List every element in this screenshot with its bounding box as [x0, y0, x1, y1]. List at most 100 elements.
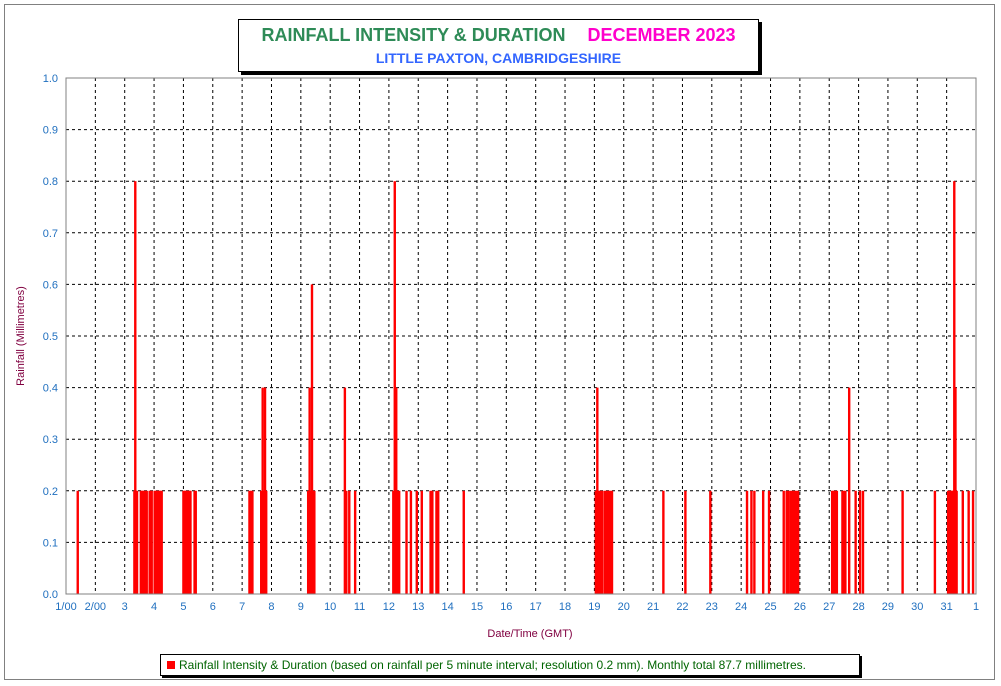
x-tick-label: 3 [122, 601, 128, 613]
rain-bar [345, 490, 348, 594]
rain-bar [435, 490, 438, 594]
x-tick-label: 4 [151, 601, 157, 613]
x-tick-label: 13 [412, 601, 424, 613]
y-tick-label: 0.6 [43, 279, 58, 291]
y-tick-label: 1.0 [43, 73, 58, 85]
rain-bar [662, 490, 665, 594]
plot-border [65, 77, 977, 595]
rain-bar [405, 490, 408, 594]
rain-bar [429, 490, 432, 594]
rain-bar [789, 490, 793, 594]
y-tick-label: 0.8 [43, 176, 58, 188]
rain-bar [194, 490, 197, 594]
rain-bar [782, 490, 785, 594]
rain-bar [395, 387, 398, 594]
x-tick-label: 6 [210, 601, 216, 613]
rain-bar [603, 490, 606, 594]
x-tick-label: 8 [268, 601, 274, 613]
x-tick-label: 30 [911, 601, 923, 613]
rain-bar [841, 490, 844, 594]
rain-bar [753, 490, 756, 594]
rain-bar [796, 490, 800, 594]
rain-bar [260, 490, 263, 594]
x-tick-label: 2/00 [85, 601, 106, 613]
y-axis-title: Rainfall (Millimetres) [15, 286, 27, 386]
rain-bar [600, 490, 604, 594]
rain-bar [251, 490, 254, 594]
rain-bar [854, 490, 857, 594]
x-tick-label: 25 [764, 601, 776, 613]
x-axis-title: Date/Time (GMT) [487, 628, 572, 640]
x-tick-label: 29 [882, 601, 894, 613]
title-line: RAINFALL INTENSITY & DURATION DECEMBER 20… [239, 25, 758, 46]
rain-bar [135, 490, 139, 594]
rain-bar [847, 387, 851, 594]
rain-bar [249, 490, 253, 594]
chart-month: DECEMBER 2023 [587, 25, 736, 45]
rain-bar [150, 490, 153, 594]
rain-bar [787, 490, 790, 594]
rain-bar [604, 490, 608, 594]
x-tick-label: 11 [354, 601, 365, 613]
rain-bar [745, 490, 749, 594]
rain-bar [767, 490, 771, 594]
rain-bar [265, 490, 268, 594]
rain-bar [160, 490, 163, 594]
rain-bar [795, 490, 798, 594]
rain-bar [606, 490, 609, 594]
x-tick-label: 14 [441, 601, 453, 613]
rain-bar [415, 490, 418, 594]
x-tick-label: 5 [180, 601, 186, 613]
rain-bar [397, 490, 401, 594]
x-tick-label: 15 [471, 601, 483, 613]
rain-bar [420, 490, 423, 594]
rain-bar [967, 490, 970, 594]
x-tick-label: 16 [500, 601, 512, 613]
rain-bar [761, 490, 765, 594]
x-tick-label: 18 [559, 601, 571, 613]
x-tick-label: 1/00 [55, 601, 76, 613]
rain-bar [901, 490, 904, 594]
rain-bar [953, 181, 956, 594]
x-tick-label: 23 [706, 601, 718, 613]
rain-bar [189, 490, 192, 594]
x-axis-ticks: 1/00 2/00 3 4 5 6 7 8 9 10 11 12 13 14 15 16 17 18 19 20 21 2… [55, 601, 979, 613]
rain-bar [609, 490, 612, 594]
rain-bar [134, 181, 137, 594]
rain-bar [858, 490, 862, 594]
rain-bar [607, 490, 611, 594]
y-tick-label: 0.2 [43, 486, 58, 498]
x-tick-label: 27 [823, 601, 835, 613]
rain-bar [76, 490, 79, 594]
chart-title: RAINFALL INTENSITY & DURATION [261, 25, 566, 45]
x-tick-label: 9 [298, 601, 304, 613]
x-tick-label: 7 [239, 601, 245, 613]
x-tick-label: 17 [530, 601, 542, 613]
rain-bar [462, 490, 465, 594]
rain-bar [933, 490, 937, 594]
x-tick-label: 22 [676, 601, 688, 613]
rain-bar [793, 490, 796, 594]
legend: Rainfall Intensity & Duration (based on … [160, 654, 860, 676]
rain-bar [248, 490, 251, 594]
rain-bar [393, 181, 396, 594]
rain-bar [396, 490, 399, 594]
rain-bar [310, 284, 314, 594]
y-tick-label: 0.7 [43, 228, 58, 240]
rain-bar [431, 490, 434, 594]
rain-bar [844, 490, 847, 594]
rain-bar [961, 490, 964, 594]
rain-bar [791, 490, 795, 594]
y-tick-label: 0.3 [43, 434, 58, 446]
rain-bar [594, 490, 598, 594]
rain-bar [785, 490, 788, 594]
chart-subtitle: LITTLE PAXTON, CAMBRIDGESHIRE [375, 50, 622, 66]
y-tick-label: 0.0 [43, 589, 58, 601]
x-tick-label: 24 [735, 601, 747, 613]
x-tick-label: 12 [383, 601, 395, 613]
rain-bar [835, 490, 839, 594]
chart-title-box: RAINFALL INTENSITY & DURATION DECEMBER 20… [238, 19, 759, 72]
rain-bar [955, 490, 958, 594]
rain-bar [971, 490, 975, 594]
